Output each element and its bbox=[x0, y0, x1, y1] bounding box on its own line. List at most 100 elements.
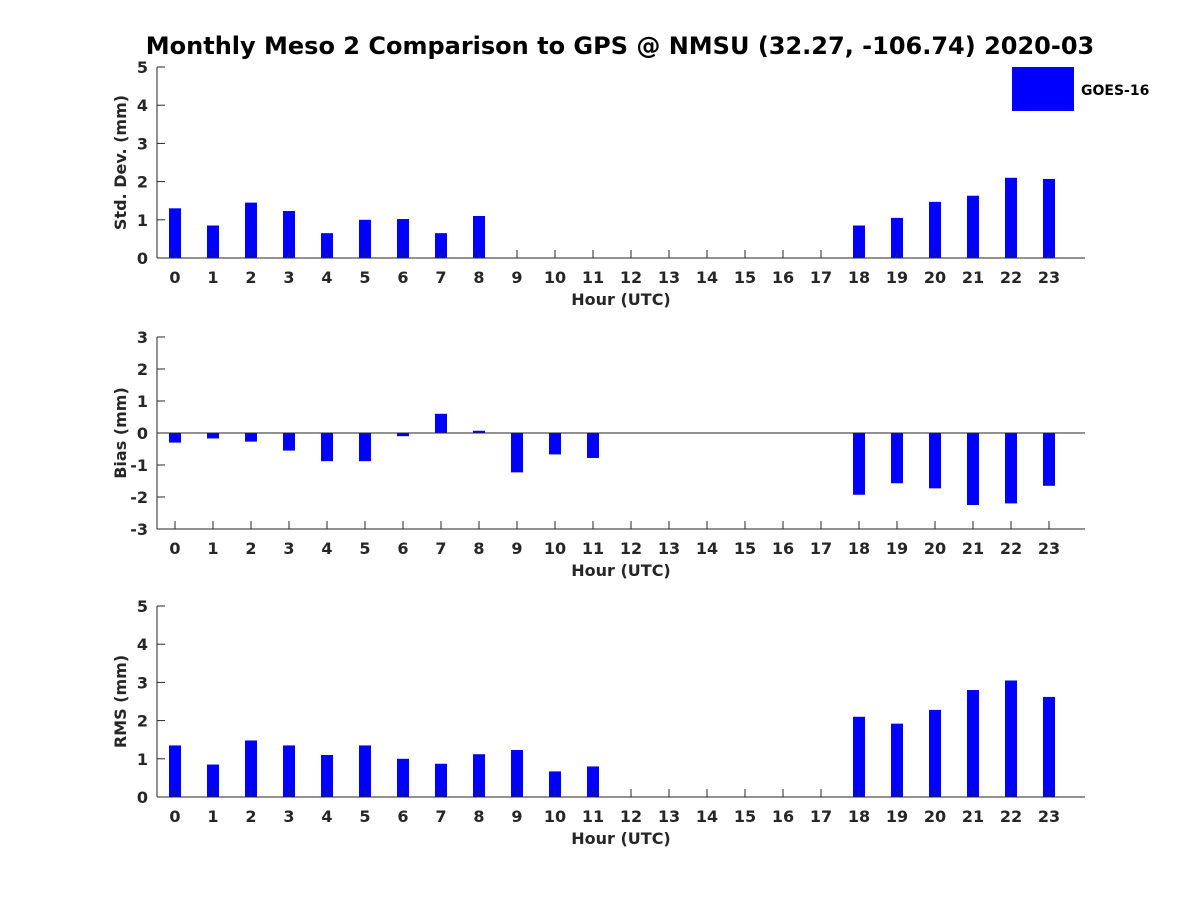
rms-bar bbox=[169, 745, 181, 797]
stddev-x-tick-label: 10 bbox=[544, 268, 566, 287]
stddev-bar bbox=[853, 225, 865, 258]
rms-bar bbox=[397, 758, 409, 797]
rms-bar bbox=[245, 740, 257, 797]
stddev-bar bbox=[359, 219, 371, 258]
bias-x-tick-label: 4 bbox=[321, 539, 332, 558]
rms-x-tick-label: 6 bbox=[397, 807, 408, 826]
stddev-bar bbox=[207, 225, 219, 258]
stddev-bar bbox=[929, 201, 941, 258]
bias-x-tick-label: 9 bbox=[511, 539, 522, 558]
rms-bar bbox=[549, 771, 561, 797]
rms-bar bbox=[473, 754, 485, 797]
stddev-y-tick-label: 1 bbox=[137, 211, 148, 230]
stddev-x-tick-label: 7 bbox=[435, 268, 446, 287]
rms-y-label: RMS (mm) bbox=[111, 655, 130, 748]
bias-bar bbox=[245, 433, 257, 442]
rms-x-tick-label: 5 bbox=[359, 807, 370, 826]
bias-y-tick-label: -2 bbox=[130, 488, 148, 507]
stddev-x-tick-label: 0 bbox=[169, 268, 180, 287]
bias-x-tick-label: 5 bbox=[359, 539, 370, 558]
bias-y-tick-label: 2 bbox=[137, 360, 148, 379]
stddev-bar bbox=[967, 195, 979, 258]
bias-bar bbox=[511, 433, 523, 473]
bias-y-tick-label: 3 bbox=[137, 328, 148, 347]
rms-x-tick-label: 3 bbox=[283, 807, 294, 826]
rms-x-tick-label: 18 bbox=[848, 807, 870, 826]
rms-y-tick-label: 5 bbox=[137, 597, 148, 616]
stddev-bar bbox=[1005, 177, 1017, 258]
rms-bar bbox=[853, 716, 865, 797]
stddev-bar bbox=[245, 202, 257, 258]
bias-y-tick-label: 1 bbox=[137, 392, 148, 411]
bias-x-tick-label: 8 bbox=[473, 539, 484, 558]
bias-y-tick-label: 0 bbox=[137, 424, 148, 443]
legend: GOES-16 bbox=[1012, 67, 1149, 111]
stddev-x-tick-label: 16 bbox=[772, 268, 794, 287]
bias-x-tick-label: 7 bbox=[435, 539, 446, 558]
rms-x-tick-label: 1 bbox=[207, 807, 218, 826]
stddev-bar bbox=[1043, 178, 1055, 258]
rms-y-tick-label: 4 bbox=[137, 635, 148, 654]
stddev-x-tick-label: 18 bbox=[848, 268, 870, 287]
bias-x-tick-label: 6 bbox=[397, 539, 408, 558]
stddev-x-tick-label: 13 bbox=[658, 268, 680, 287]
bias-bar bbox=[207, 433, 219, 439]
rms-bar bbox=[321, 754, 333, 797]
stddev-x-tick-label: 12 bbox=[620, 268, 642, 287]
stddev-bar bbox=[321, 233, 333, 258]
rms-bar bbox=[587, 766, 599, 797]
bias-bar bbox=[929, 433, 941, 489]
bias-x-tick-label: 10 bbox=[544, 539, 566, 558]
rms-x-tick-label: 21 bbox=[962, 807, 984, 826]
rms-x-tick-label: 14 bbox=[696, 807, 718, 826]
rms-bar bbox=[511, 750, 523, 797]
stddev-x-tick-label: 17 bbox=[810, 268, 832, 287]
rms-x-tick-label: 23 bbox=[1038, 807, 1060, 826]
rms-bar bbox=[1005, 680, 1017, 797]
stddev-bar bbox=[283, 211, 295, 258]
rms-bar bbox=[359, 745, 371, 797]
rms-x-tick-label: 10 bbox=[544, 807, 566, 826]
stddev-x-tick-label: 15 bbox=[734, 268, 756, 287]
rms-bar bbox=[435, 763, 447, 797]
rms-x-tick-label: 17 bbox=[810, 807, 832, 826]
rms-x-tick-label: 13 bbox=[658, 807, 680, 826]
bias-x-label: Hour (UTC) bbox=[571, 561, 671, 580]
rms-x-tick-label: 2 bbox=[245, 807, 256, 826]
stddev-y-tick-label: 4 bbox=[137, 96, 148, 115]
stddev-bar bbox=[891, 217, 903, 258]
bias-x-tick-label: 22 bbox=[1000, 539, 1022, 558]
stddev-bar bbox=[473, 215, 485, 258]
bias-y-tick-label: -3 bbox=[130, 520, 148, 539]
stddev-x-tick-label: 3 bbox=[283, 268, 294, 287]
stddev-x-tick-label: 2 bbox=[245, 268, 256, 287]
stddev-x-tick-label: 6 bbox=[397, 268, 408, 287]
rms-x-tick-label: 19 bbox=[886, 807, 908, 826]
legend-label: GOES-16 bbox=[1081, 83, 1149, 99]
rms-x-tick-label: 15 bbox=[734, 807, 756, 826]
bias-x-tick-label: 18 bbox=[848, 539, 870, 558]
rms-bar bbox=[207, 764, 219, 797]
bias-bar bbox=[853, 433, 865, 495]
rms-y-tick-label: 1 bbox=[137, 750, 148, 769]
bias-bar bbox=[1043, 433, 1055, 486]
bias-x-tick-label: 13 bbox=[658, 539, 680, 558]
bias-bar bbox=[587, 433, 599, 458]
stddev-y-tick-label: 2 bbox=[137, 173, 148, 192]
bias-bar bbox=[359, 433, 371, 462]
bias-bar bbox=[283, 433, 295, 451]
bias-x-tick-label: 0 bbox=[169, 539, 180, 558]
bias-x-tick-label: 17 bbox=[810, 539, 832, 558]
bias-bar bbox=[1005, 433, 1017, 504]
stddev-x-tick-label: 11 bbox=[582, 268, 604, 287]
rms-x-tick-label: 4 bbox=[321, 807, 332, 826]
bias-x-tick-label: 16 bbox=[772, 539, 794, 558]
bias-x-tick-label: 23 bbox=[1038, 539, 1060, 558]
stddev-x-tick-label: 20 bbox=[924, 268, 946, 287]
stddev-x-tick-label: 1 bbox=[207, 268, 218, 287]
bias-x-tick-label: 11 bbox=[582, 539, 604, 558]
